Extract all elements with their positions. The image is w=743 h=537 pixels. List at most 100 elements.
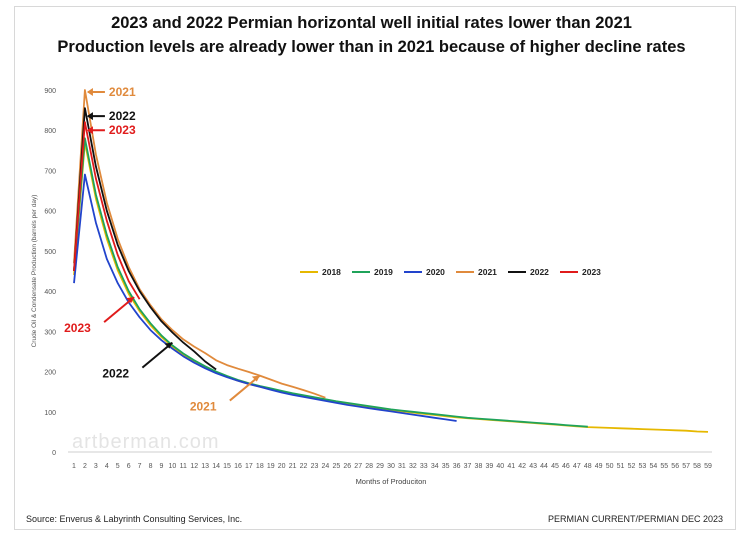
x-tick-label: 4 [105, 463, 109, 470]
x-tick-label: 42 [518, 463, 526, 470]
x-tick-label: 28 [365, 463, 373, 470]
x-tick-label: 49 [595, 463, 603, 470]
x-tick-label: 48 [584, 463, 592, 470]
x-tick-label: 41 [507, 463, 515, 470]
chart-frame [14, 6, 736, 530]
x-tick-label: 19 [267, 463, 275, 470]
x-tick-label: 53 [639, 463, 647, 470]
watermark: artberman.com [72, 431, 220, 453]
x-tick-label: 10 [168, 463, 176, 470]
x-tick-label: 47 [573, 463, 581, 470]
legend-label-2023: 2023 [582, 267, 601, 277]
x-tick-label: 24 [322, 463, 330, 470]
annotation-label-2022: 2022 [109, 109, 136, 123]
x-tick-label: 38 [475, 463, 483, 470]
x-tick-label: 5 [116, 463, 120, 470]
series-line-2020 [73, 173, 457, 422]
x-tick-label: 55 [660, 463, 668, 470]
annotation-arrowhead-2022 [164, 342, 173, 349]
annotation-arrowhead-2021 [251, 375, 260, 382]
x-tick-label: 31 [398, 463, 406, 470]
x-tick-label: 50 [606, 463, 614, 470]
x-tick-label: 22 [300, 463, 308, 470]
x-tick-label: 57 [682, 463, 690, 470]
x-tick-label: 52 [628, 463, 636, 470]
legend-label-2022: 2022 [530, 267, 549, 277]
source-note: Source: Enverus & Labyrinth Consulting S… [26, 514, 243, 524]
legend-label-2019: 2019 [374, 267, 393, 277]
legend-label-2021: 2021 [478, 267, 497, 277]
x-tick-label: 9 [159, 463, 163, 470]
x-tick-label: 27 [354, 463, 362, 470]
y-tick-label: 600 [44, 209, 56, 216]
y-axis-label: Crude Oil & Condensate Production (barre… [31, 195, 38, 348]
y-tick-label: 100 [44, 410, 56, 417]
series-line-2018 [73, 141, 709, 433]
series-line-2022 [73, 107, 217, 371]
x-tick-label: 25 [332, 463, 340, 470]
x-tick-label: 30 [387, 463, 395, 470]
x-tick-label: 29 [376, 463, 384, 470]
annotation-arrowhead-2023 [86, 126, 93, 135]
chart-title-line-2: Production levels are already lower than… [57, 38, 686, 56]
x-tick-label: 1 [72, 463, 76, 470]
x-tick-label: 16 [234, 463, 242, 470]
annotation-label-2022: 2022 [102, 367, 129, 381]
y-tick-label: 0 [52, 450, 56, 457]
y-tick-label: 800 [44, 128, 56, 135]
x-tick-label: 43 [529, 463, 537, 470]
y-tick-label: 400 [44, 289, 56, 296]
y-tick-label: 200 [44, 370, 56, 377]
x-tick-label: 26 [343, 463, 351, 470]
x-tick-label: 17 [245, 463, 253, 470]
x-tick-label: 7 [138, 463, 142, 470]
annotation-arrow-2022 [141, 341, 174, 369]
series-line-2021 [73, 89, 326, 399]
legend-label-2020: 2020 [426, 267, 445, 277]
x-tick-label: 34 [431, 463, 439, 470]
x-tick-label: 37 [464, 463, 472, 470]
x-tick-label: 44 [540, 463, 548, 470]
y-tick-label: 700 [44, 168, 56, 175]
x-tick-label: 58 [693, 463, 701, 470]
legend-label-2018: 2018 [322, 267, 341, 277]
annotation-arrow-2021 [229, 374, 261, 402]
chart-title-line-1: 2023 and 2022 Permian horizontal well in… [111, 14, 632, 32]
x-tick-label: 59 [704, 463, 712, 470]
x-tick-label: 39 [485, 463, 493, 470]
x-tick-label: 11 [180, 463, 187, 470]
annotation-arrowhead-2023 [126, 297, 135, 304]
series-line-2019 [73, 137, 588, 428]
x-tick-label: 2 [83, 463, 87, 470]
annotation-label-2021: 2021 [190, 400, 217, 414]
x-tick-label: 56 [671, 463, 679, 470]
x-tick-label: 45 [551, 463, 559, 470]
x-tick-label: 15 [223, 463, 231, 470]
series-line-2023 [73, 121, 141, 300]
x-tick-label: 40 [496, 463, 504, 470]
x-tick-label: 35 [442, 463, 450, 470]
footer-label: PERMIAN CURRENT/PERMIAN DEC 2023 [547, 514, 723, 524]
x-tick-label: 33 [420, 463, 428, 470]
annotation-label-2023: 2023 [109, 123, 136, 137]
annotation-arrowhead-2022 [86, 112, 93, 121]
annotation-arrow-2023 [103, 296, 135, 323]
y-tick-label: 500 [44, 249, 56, 256]
y-tick-label: 900 [44, 88, 56, 95]
x-tick-label: 20 [278, 463, 286, 470]
x-tick-label: 12 [190, 463, 198, 470]
x-tick-label: 8 [149, 463, 153, 470]
x-tick-label: 13 [201, 463, 209, 470]
x-tick-label: 36 [453, 463, 461, 470]
x-tick-label: 54 [649, 463, 657, 470]
annotation-label-2021: 2021 [109, 85, 136, 99]
annotation-label-2023: 2023 [64, 321, 91, 335]
x-tick-label: 32 [409, 463, 417, 470]
y-tick-label: 300 [44, 329, 56, 336]
x-axis-label: Months of Produciton [356, 477, 427, 486]
annotation-arrowhead-2021 [86, 88, 93, 97]
x-tick-label: 14 [212, 463, 220, 470]
x-tick-label: 3 [94, 463, 98, 470]
